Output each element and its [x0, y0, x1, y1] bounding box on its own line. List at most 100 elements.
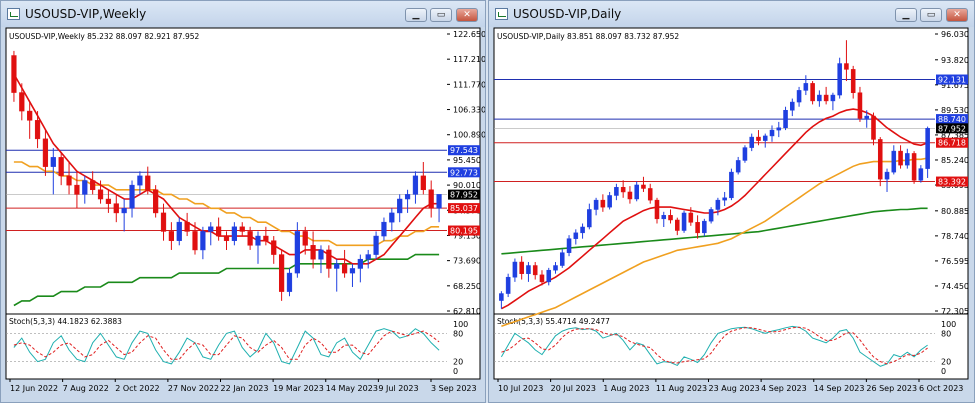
candle-body [647, 188, 653, 201]
candle-body [898, 150, 903, 166]
candle-body [749, 136, 754, 148]
candle-body [702, 220, 707, 234]
candle-body [654, 199, 660, 220]
candle-body [553, 265, 558, 271]
candle-body [844, 63, 849, 70]
y-tick-label: 74.450 [941, 282, 969, 291]
close-button[interactable]: ✕ [946, 8, 968, 22]
candle-body [208, 226, 214, 232]
y-tick-label: 62.810 [453, 307, 481, 316]
candle-body [695, 222, 700, 234]
candle-body [519, 261, 524, 274]
candle-body [925, 128, 930, 169]
candle-body [74, 184, 80, 195]
candle-body [66, 175, 72, 186]
candle-body [412, 175, 419, 195]
candle-body [641, 184, 646, 189]
candle-body [499, 293, 504, 301]
candle-body [905, 153, 910, 166]
candle-body [389, 212, 395, 223]
chart-header-text: USOUSD-VIP,Weekly 85.232 88.097 82.921 8… [9, 32, 200, 41]
candle-body [505, 276, 511, 294]
candle-body [294, 231, 300, 274]
weekly-chart-window[interactable]: USOUSD-VIP,Weekly ▁ ▭ ✕ USOUSD-VIP,Weekl… [0, 0, 486, 403]
candle-body [634, 184, 639, 200]
candle-body [255, 235, 261, 246]
candle-body [247, 231, 253, 246]
candle-body [97, 189, 104, 200]
candle-body [891, 150, 897, 173]
y-tick-label: 90.010 [453, 181, 481, 190]
candle-body [34, 120, 41, 140]
price-tag [448, 225, 480, 236]
candle-body [90, 180, 96, 191]
candle-body [334, 263, 340, 269]
weekly-titlebar[interactable]: USOUSD-VIP,Weekly ▁ ▭ ✕ [1, 1, 485, 27]
candle-body [512, 261, 518, 278]
candle-body [263, 235, 269, 241]
x-tick-label: 1 Aug 2023 [603, 384, 649, 393]
minimize-button[interactable]: ▁ [895, 8, 917, 22]
chart-window-icon [7, 8, 20, 20]
x-tick-label: 27 Nov 2022 [168, 384, 219, 393]
candle-body [593, 199, 599, 210]
candle-body [526, 265, 531, 274]
candle-body [742, 147, 748, 161]
x-tick-label: 7 Aug 2022 [63, 384, 109, 393]
candle-body [864, 115, 870, 119]
y-tick-label: 122.650 [453, 30, 485, 39]
stochastic-panel [5, 313, 481, 380]
candle-body [365, 254, 371, 260]
close-button[interactable]: ✕ [456, 8, 478, 22]
x-tick-label: 10 Jul 2023 [498, 384, 543, 393]
x-tick-label: 4 Sep 2023 [761, 384, 807, 393]
candle-body [803, 83, 809, 91]
maximize-button[interactable]: ▭ [430, 8, 452, 22]
candle-body [11, 55, 17, 93]
candle-body [776, 127, 782, 131]
x-tick-label: 11 Aug 2023 [656, 384, 707, 393]
candle-body [911, 153, 917, 181]
daily-titlebar[interactable]: USOUSD-VIP,Daily ▁ ▭ ✕ [489, 1, 974, 27]
weekly-window-title: USOUSD-VIP,Weekly [25, 7, 147, 21]
stoch-signal-line [501, 326, 928, 365]
price-tag-label: 83.392 [938, 178, 966, 187]
candle-body [381, 221, 387, 237]
weekly-chart-canvas[interactable]: USOUSD-VIP,Weekly 85.232 88.097 82.921 8… [1, 1, 485, 402]
x-tick-label: 22 Jan 2023 [221, 384, 269, 393]
y-tick-label: 106.330 [453, 106, 485, 115]
candle-body [620, 187, 626, 193]
y-tick-label: 78.740 [941, 232, 969, 241]
x-tick-label: 3 Sep 2023 [431, 384, 477, 393]
candle-body [271, 240, 277, 255]
y-tick-label: 100.890 [453, 131, 485, 140]
candle-body [192, 231, 198, 251]
daily-chart-window[interactable]: USOUSD-VIP,Daily ▁ ▭ ✕ USOUSD-VIP,Daily … [488, 0, 975, 403]
stoch-tick-label: 100 [941, 320, 956, 329]
candle-body [600, 199, 606, 208]
candle-body [184, 221, 190, 232]
candle-body [573, 232, 579, 239]
daily-chart-canvas[interactable]: USOUSD-VIP,Daily 83.851 88.097 83.732 87… [489, 1, 974, 402]
candle-body [580, 226, 585, 234]
x-tick-label: 26 Sep 2023 [866, 384, 917, 393]
price-tag-label: 97.543 [450, 146, 478, 155]
maximize-button[interactable]: ▭ [920, 8, 942, 22]
candle-body [546, 269, 552, 283]
price-tag-label: 87.952 [450, 191, 478, 200]
price-tag-label: 88.740 [938, 115, 966, 124]
ma-fast-line [501, 108, 928, 310]
price-panel [5, 27, 481, 315]
candle-body [310, 245, 316, 260]
candle-body [105, 198, 112, 204]
minimize-button[interactable]: ▁ [405, 8, 427, 22]
candle-body [357, 258, 363, 269]
price-tag-label: 85.037 [450, 204, 478, 213]
candle-body [877, 139, 883, 180]
candle-body [160, 212, 167, 232]
candle-body [153, 189, 159, 214]
price-tag-label: 92.131 [938, 76, 966, 85]
candle-body [129, 184, 135, 209]
candle-body [532, 265, 538, 276]
stoch-main-line [13, 328, 440, 365]
